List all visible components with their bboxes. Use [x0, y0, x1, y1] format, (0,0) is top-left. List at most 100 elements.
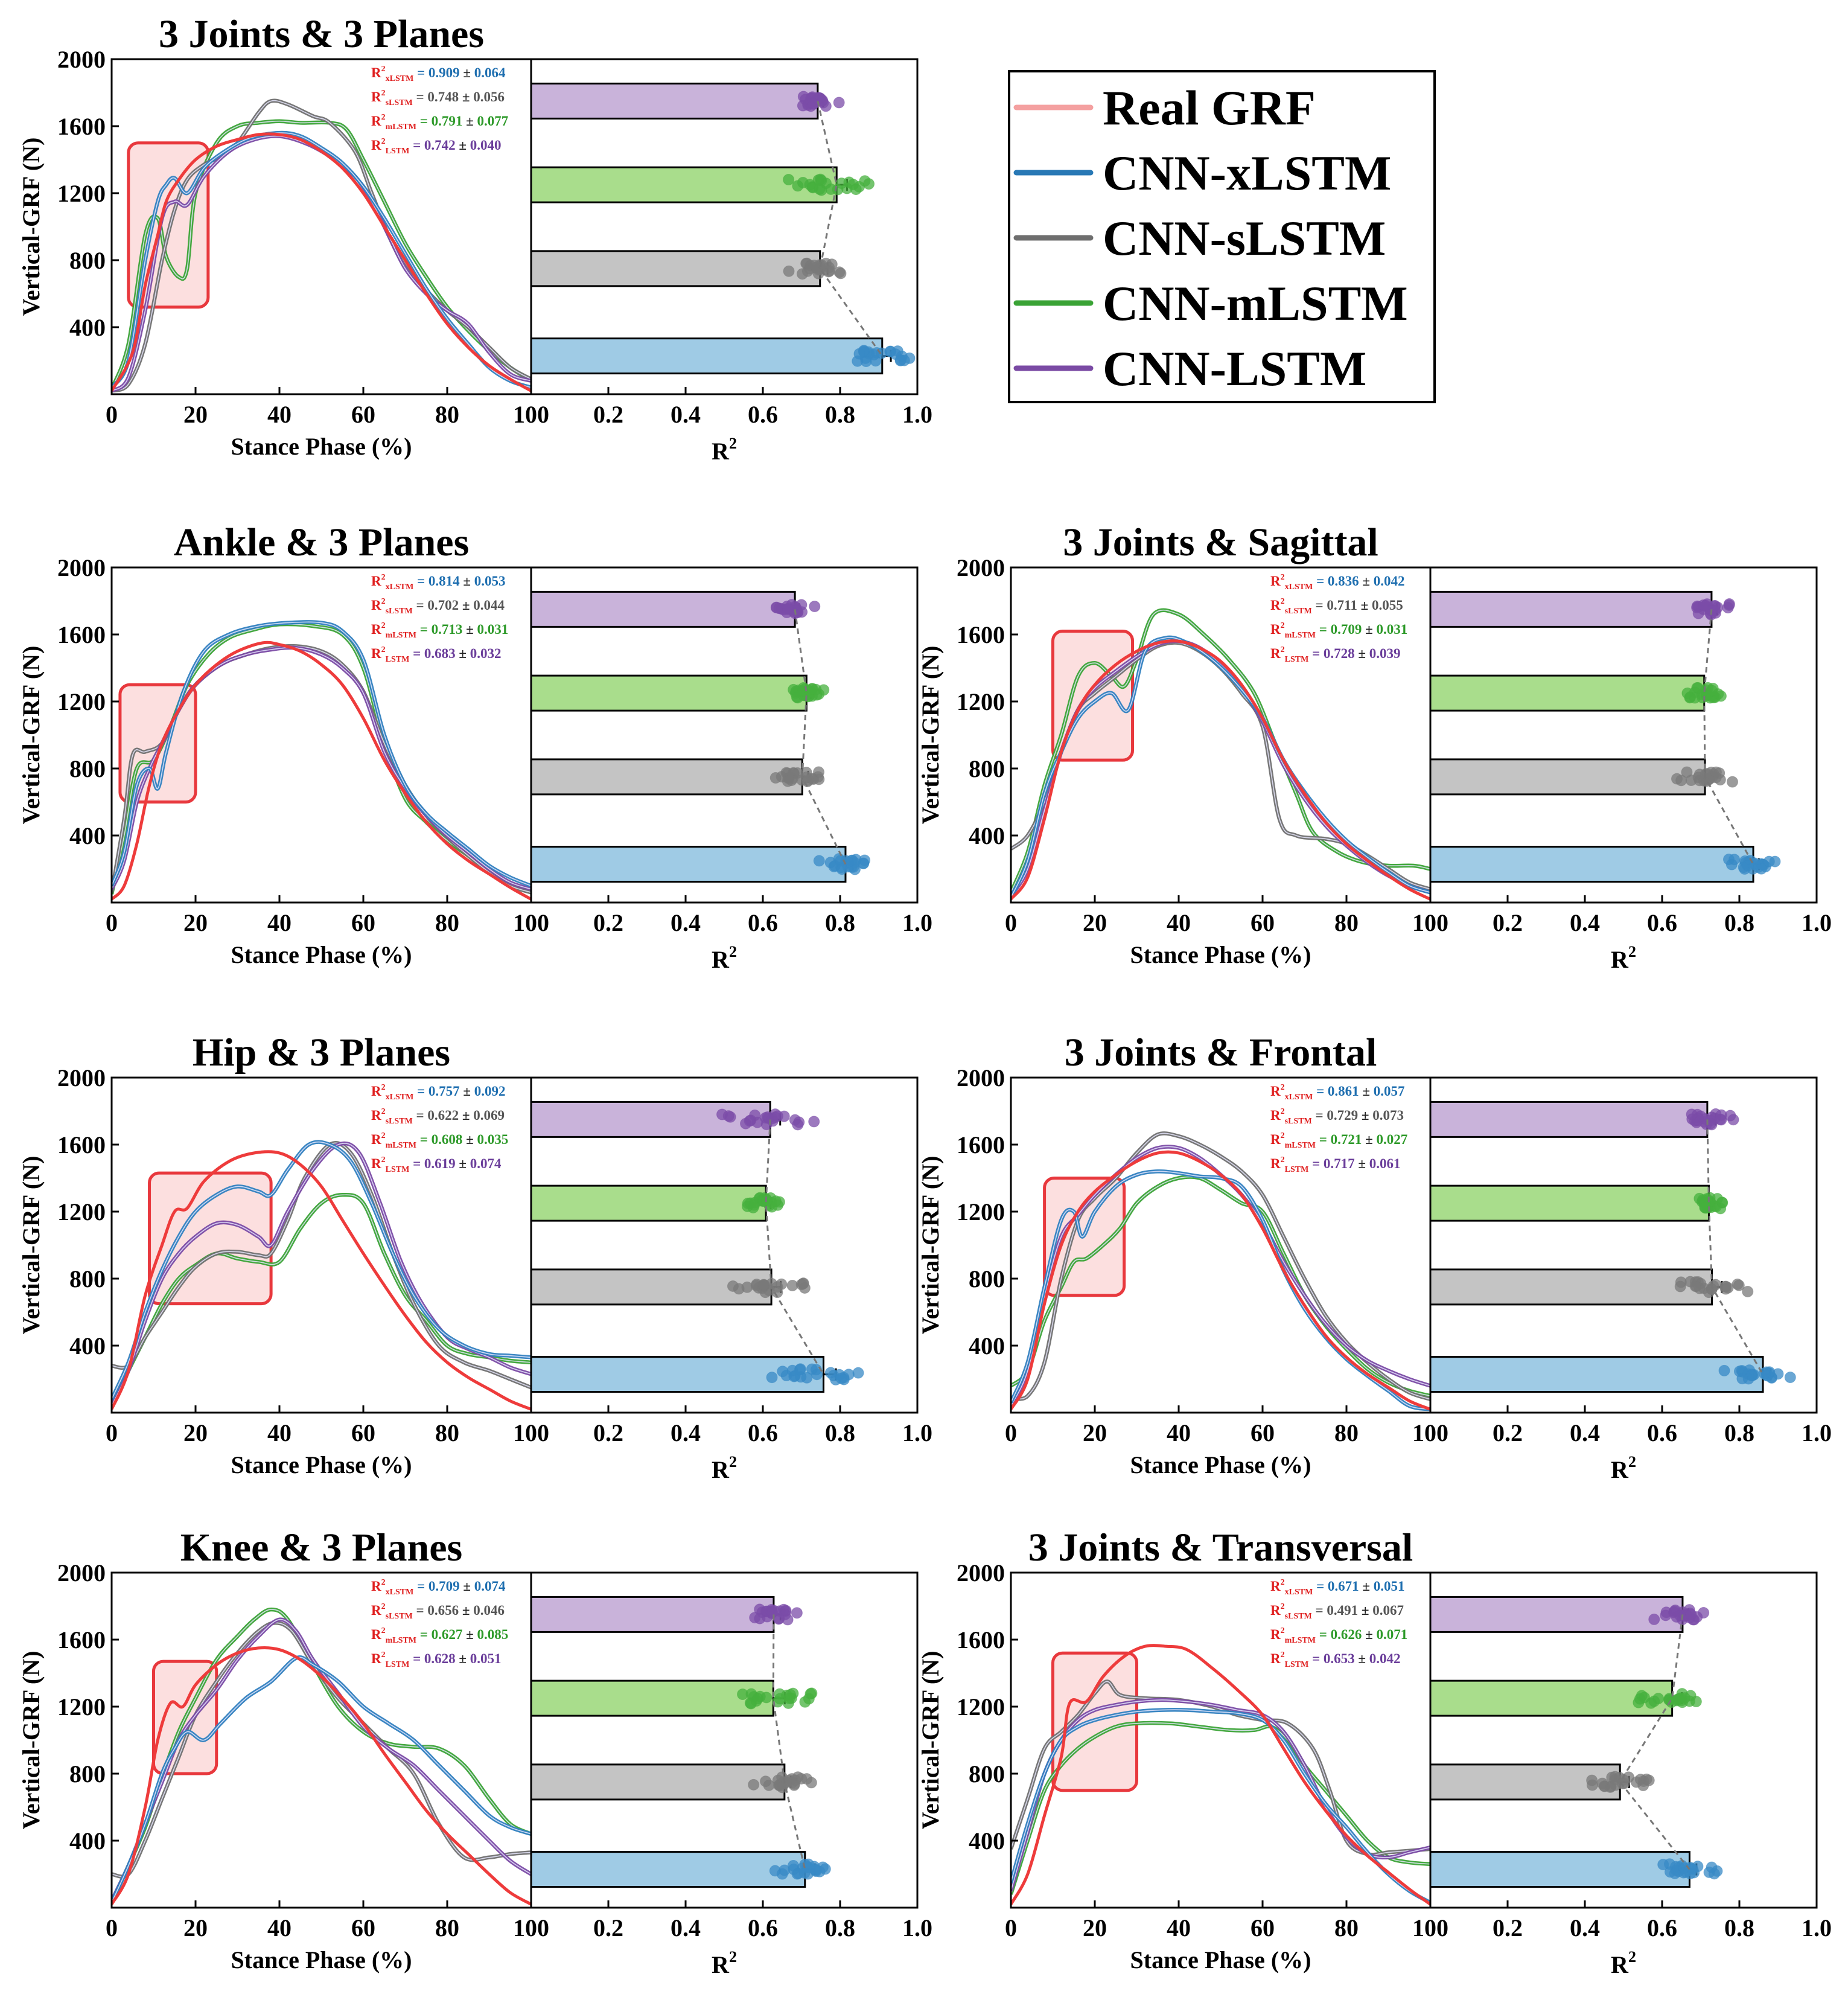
legend-label: CNN-LSTM: [1103, 341, 1366, 396]
r2-point: [1732, 1278, 1744, 1290]
r2-point: [1736, 1373, 1748, 1385]
x-tick-label: 100: [1412, 1914, 1448, 1941]
x-tick-label: 0: [106, 1419, 118, 1446]
bar-x-axis-label-base: R: [712, 946, 730, 973]
bar-x-axis-label-sup: 2: [729, 435, 737, 452]
r2-point: [792, 1119, 804, 1131]
x-tick-label: 100: [513, 401, 549, 428]
r2-point: [1784, 1372, 1796, 1384]
bar-slstm: [1429, 1268, 1713, 1306]
panel-6: Knee & 3 Planes 0 20 40 60 80 100 400 800 1200 160…: [18, 1526, 932, 1978]
bar-mlstm: [530, 674, 808, 712]
r2-symbol: R: [1270, 1156, 1281, 1171]
cnn-lstm-curve-highlight: [1011, 1146, 1430, 1407]
r2-point: [771, 1110, 783, 1122]
r2-point: [824, 1367, 836, 1379]
cnn-lstm-curve-highlight: [112, 1618, 531, 1902]
r2-point: [745, 1688, 757, 1700]
bar-lstm: [1429, 1596, 1684, 1633]
r2-point: [1669, 1867, 1681, 1879]
mean-connector: [765, 1119, 824, 1375]
r2-value: = 0.748: [413, 89, 462, 104]
x-tick-label: 40: [1167, 909, 1191, 936]
y-tick-label: 400: [69, 314, 106, 341]
r2-annotation: R2xLSTM = 0.909 ± 0.064: [371, 65, 506, 83]
r2-point: [782, 602, 794, 615]
r2-point: [766, 1372, 778, 1384]
r2-pm: ±: [1358, 1651, 1366, 1666]
r2-model: mLSTM: [386, 1141, 416, 1150]
bar-x-axis-label-sup: 2: [729, 943, 737, 960]
bar-xlstm: [1429, 1851, 1690, 1888]
r2-symbol: R: [1270, 1132, 1281, 1147]
y-tick-label: 1200: [957, 1693, 1005, 1721]
r2-value: = 0.791: [416, 113, 466, 129]
r2-point: [1674, 1280, 1686, 1292]
r2-symbol: R: [371, 1579, 381, 1594]
bar-plot-frame: [530, 58, 919, 395]
x-tick-label: 60: [351, 909, 375, 936]
r2-pm: ±: [1361, 598, 1369, 613]
panel-1: 3 Joints & 3 Planes 0 20 40 60 80 100 400 800 120…: [18, 12, 932, 465]
r2-sup: 2: [381, 65, 386, 74]
r2-value: = 0.717: [1308, 1156, 1358, 1171]
bar-xlstm: [530, 846, 847, 883]
r2-symbol: R: [371, 622, 381, 637]
r2-annotation: R2LSTM = 0.653 ± 0.042: [1270, 1650, 1401, 1669]
r2-point: [791, 1607, 803, 1619]
y-tick-label: 2000: [957, 1064, 1005, 1091]
legend-label: CNN-mLSTM: [1103, 276, 1408, 331]
x-tick-label: 0: [1005, 1914, 1017, 1941]
r2-point: [1697, 599, 1709, 611]
y-axis-label: Vertical-GRF (N): [18, 646, 45, 825]
r2-sup: 2: [1281, 1131, 1285, 1140]
x-tick-label: 40: [1167, 1419, 1191, 1446]
r2-annotation: R2LSTM = 0.619 ± 0.074: [371, 1155, 502, 1174]
r2-point: [1755, 863, 1767, 875]
r2-symbol: R: [371, 89, 381, 104]
r2-pm: ±: [459, 1156, 467, 1171]
r2-sup: 2: [381, 1131, 386, 1140]
bar-x-tick-label: 0.2: [1493, 1419, 1523, 1446]
bar-plot-frame: [530, 1076, 919, 1414]
r2-sup: 2: [381, 1083, 386, 1092]
r2-value: = 0.909: [413, 65, 463, 80]
legend-label: CNN-xLSTM: [1103, 145, 1391, 200]
r2-model: mLSTM: [386, 1636, 416, 1645]
r2-value: = 0.628: [409, 1651, 459, 1666]
x-tick-label: 20: [1083, 909, 1107, 936]
panel-5: 3 Joints & Frontal 0 20 40 60 80 100 400 800 1200…: [917, 1030, 1832, 1483]
r2-point: [1706, 1861, 1718, 1873]
x-tick-label: 20: [183, 1914, 208, 1941]
x-axis-label: Stance Phase (%): [231, 433, 412, 460]
r2-point: [748, 1778, 760, 1791]
x-tick-label: 60: [1251, 1419, 1275, 1446]
r2-point: [1586, 1774, 1598, 1786]
real-grf-curve: [1011, 1150, 1430, 1411]
r2-point: [1643, 1774, 1655, 1786]
bar-lstm: [530, 82, 819, 120]
cnn-xlstm-curve-highlight: [112, 1141, 531, 1400]
y-axis-label: Vertical-GRF (N): [917, 646, 944, 825]
y-tick-label: 2000: [957, 1559, 1005, 1586]
r2-point: [800, 767, 812, 779]
y-tick-label: 400: [969, 1332, 1005, 1360]
r2-sd: 0.074: [467, 1156, 502, 1171]
r2-value: = 0.757: [413, 1084, 463, 1099]
bar-lstm: [530, 1596, 775, 1633]
r2-annotation: R2sLSTM = 0.656 ± 0.046: [371, 1602, 505, 1621]
r2-sup: 2: [1281, 1083, 1285, 1092]
r2-model: sLSTM: [1285, 1117, 1312, 1126]
r2-point: [1763, 855, 1775, 867]
curves: [1011, 608, 1430, 901]
r2-value: = 0.491: [1312, 1603, 1362, 1618]
bar-x-axis-label-sup: 2: [1628, 1948, 1636, 1966]
bar-xlstm: [1429, 1356, 1764, 1393]
y-tick-label: 2000: [57, 1064, 106, 1091]
bar-x-tick-label: 0.6: [748, 401, 778, 428]
r2-point: [757, 1279, 769, 1291]
r2-point: [813, 855, 825, 867]
r2-value: = 0.608: [416, 1132, 466, 1147]
curves: [112, 98, 531, 393]
r2-sd: 0.073: [1369, 1108, 1404, 1123]
